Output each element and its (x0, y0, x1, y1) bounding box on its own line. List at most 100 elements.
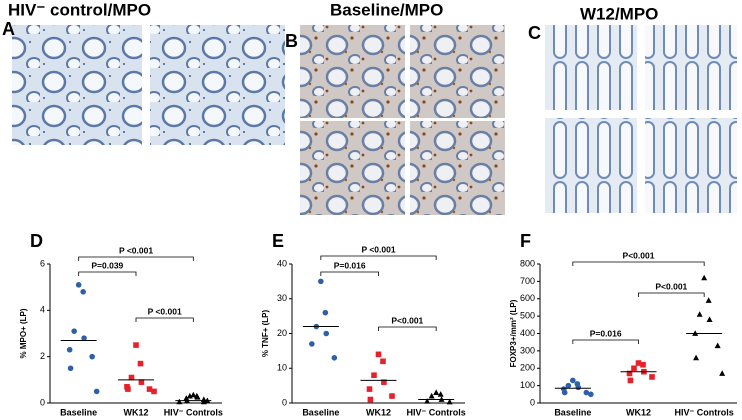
point (701, 274, 708, 281)
point (575, 384, 582, 391)
y-tick-label: 0 (40, 397, 45, 407)
x-tick-label: Baseline (60, 407, 97, 417)
y-tick-label: 0 (282, 397, 287, 407)
point (561, 389, 568, 396)
x-tick-label: Baseline (554, 407, 591, 417)
point (176, 398, 183, 405)
panel-c-images (545, 25, 737, 213)
micrograph (410, 121, 505, 215)
point (80, 289, 86, 295)
point (151, 388, 157, 395)
point (706, 316, 713, 322)
point (424, 398, 431, 404)
panel-title: HIV⁻ control/MPO (8, 0, 151, 19)
point (389, 393, 395, 399)
y-tick-label: 200 (520, 363, 535, 373)
panel-title: W12/MPO (580, 4, 658, 23)
y-tick-label: 400 (520, 328, 535, 338)
y-axis-label: % TNF+ (LP) (261, 310, 270, 358)
point (67, 365, 74, 372)
y-tick-label: 2 (40, 351, 45, 361)
point (318, 278, 324, 285)
point (322, 309, 329, 316)
point (693, 354, 700, 361)
point (66, 346, 73, 353)
point (331, 355, 338, 361)
panel-letter: A (2, 19, 15, 39)
panel-letter: F (520, 231, 531, 251)
p-value: P<0.001 (655, 281, 687, 291)
y-tick-label: 100 (520, 380, 535, 390)
point (719, 370, 726, 376)
point (428, 392, 435, 399)
micrograph (300, 25, 405, 118)
point (371, 372, 377, 378)
point (367, 396, 374, 403)
point (437, 391, 444, 397)
x-tick-label: WK12 (366, 407, 391, 417)
micrograph (12, 25, 142, 145)
point (137, 360, 144, 367)
micrograph (300, 121, 405, 215)
significance-bracket (320, 271, 379, 276)
significance-bracket (378, 326, 437, 331)
significance-bracket (638, 292, 705, 297)
point (81, 335, 87, 341)
micrograph (410, 25, 505, 118)
panel-letter: C (528, 23, 541, 43)
x-tick-label: HIV⁻ Controls (164, 407, 223, 417)
micrograph (150, 25, 285, 145)
point (366, 386, 373, 392)
micrograph (645, 118, 737, 213)
p-value: P<0.001 (391, 315, 423, 325)
point (565, 382, 572, 389)
panel-letter: D (30, 231, 43, 251)
point (93, 388, 100, 395)
p-value: P=0.016 (590, 328, 622, 338)
y-tick-label: 800 (520, 258, 535, 268)
point (588, 391, 594, 398)
significance-bracket (320, 255, 437, 260)
point (631, 365, 637, 372)
point (446, 398, 453, 405)
y-tick-label: 600 (520, 293, 535, 303)
y-tick-label: 500 (520, 311, 535, 321)
y-tick-label: 40 (277, 258, 287, 268)
y-tick-label: 700 (520, 276, 535, 286)
point (626, 370, 633, 377)
x-tick-label: HIV⁻ Controls (675, 407, 734, 417)
p-value: P=0.016 (334, 260, 366, 270)
point (635, 360, 642, 366)
p-value: P <0.001 (119, 245, 153, 255)
point (309, 341, 315, 347)
point (380, 358, 386, 365)
y-tick-label: 4 (40, 305, 45, 315)
point (705, 297, 712, 303)
x-tick-label: WK12 (626, 407, 651, 417)
significance-bracket (135, 317, 194, 322)
micrograph (545, 118, 637, 213)
y-tick-label: 30 (277, 293, 287, 303)
significance-bracket (78, 256, 194, 261)
point (649, 374, 655, 380)
y-axis-label: FOXP3+/mm² (LP) (509, 299, 518, 367)
micrograph (645, 25, 737, 110)
point (570, 377, 576, 384)
point (146, 386, 153, 392)
point (186, 392, 193, 399)
significance-bracket (572, 261, 705, 266)
significance-bracket (78, 271, 137, 276)
x-tick-label: WK12 (123, 407, 148, 417)
panel-letter: B (285, 31, 298, 51)
y-tick-label: 300 (520, 345, 535, 355)
point (89, 353, 95, 360)
y-tick-label: 0 (530, 397, 535, 407)
point (696, 311, 703, 317)
panel-letter: E (272, 231, 284, 251)
point (133, 342, 139, 348)
micrograph (545, 25, 637, 110)
point (71, 328, 77, 334)
x-tick-label: Baseline (302, 407, 339, 417)
y-axis-label: % MPO+ (LP) (19, 308, 28, 358)
